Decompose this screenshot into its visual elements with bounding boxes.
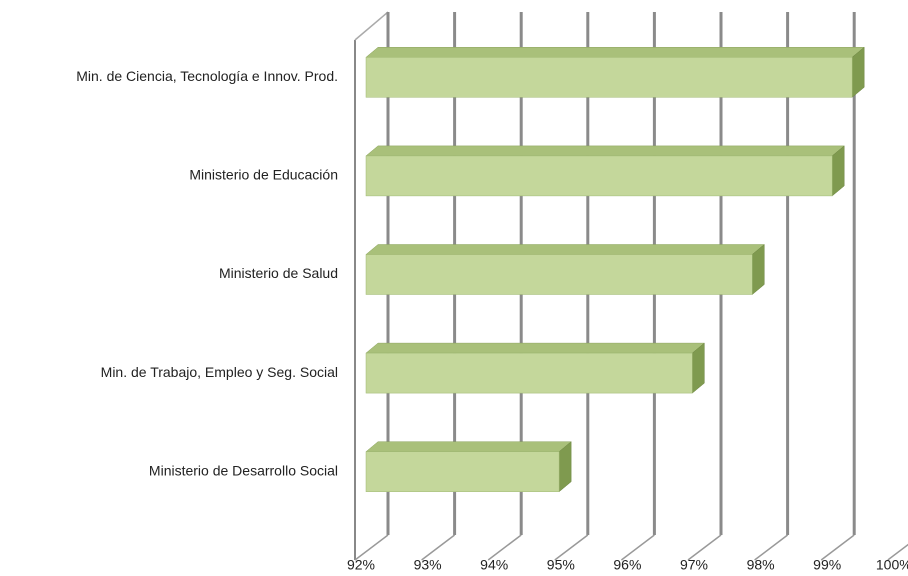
- bar-top: [365, 145, 845, 157]
- left-wall-top: [354, 11, 389, 41]
- x-tick-label: 97%: [680, 557, 708, 573]
- x-tick-label: 92%: [347, 557, 375, 573]
- y-tick-label: Ministerio de Desarrollo Social: [149, 462, 338, 478]
- x-tick-label: 96%: [613, 557, 641, 573]
- y-tick-label: Ministerio de Salud: [219, 265, 338, 281]
- floor-grid-line: [754, 534, 789, 561]
- floor-grid-line: [820, 534, 855, 561]
- bar: [365, 342, 706, 394]
- bar-front: [365, 155, 833, 197]
- bar-top: [365, 342, 706, 354]
- y-tick-label: Ministerio de Educación: [189, 167, 338, 183]
- bar-front: [365, 254, 753, 295]
- floor-grid-line: [687, 534, 722, 561]
- y-tick-label: Min. de Ciencia, Tecnología e Innov. Pro…: [76, 68, 338, 84]
- x-tick-label: 93%: [414, 557, 442, 573]
- bar-front: [365, 451, 560, 492]
- floor-grid-line: [354, 534, 389, 561]
- bar-front: [365, 57, 853, 98]
- bar: [365, 46, 865, 98]
- x-tick-label: 94%: [480, 557, 508, 573]
- bar-top: [365, 244, 765, 255]
- floor-grid-line: [421, 534, 456, 561]
- x-tick-label: 95%: [547, 557, 575, 573]
- bar: [365, 441, 572, 493]
- x-tick-label: 100%: [876, 557, 908, 573]
- bar-top: [365, 47, 865, 58]
- x-tick-label: 99%: [813, 557, 841, 573]
- bar: [365, 243, 765, 296]
- floor-grid-line: [487, 534, 522, 561]
- bar-top: [365, 441, 572, 452]
- floor-grid-line: [620, 534, 655, 561]
- bar: [365, 145, 845, 197]
- floor-grid-line: [887, 543, 908, 561]
- bar-front: [365, 352, 693, 394]
- y-tick-label: Min. de Trabajo, Empleo y Seg. Social: [101, 364, 338, 380]
- floor-grid-line: [554, 534, 589, 561]
- x-tick-label: 98%: [747, 557, 775, 573]
